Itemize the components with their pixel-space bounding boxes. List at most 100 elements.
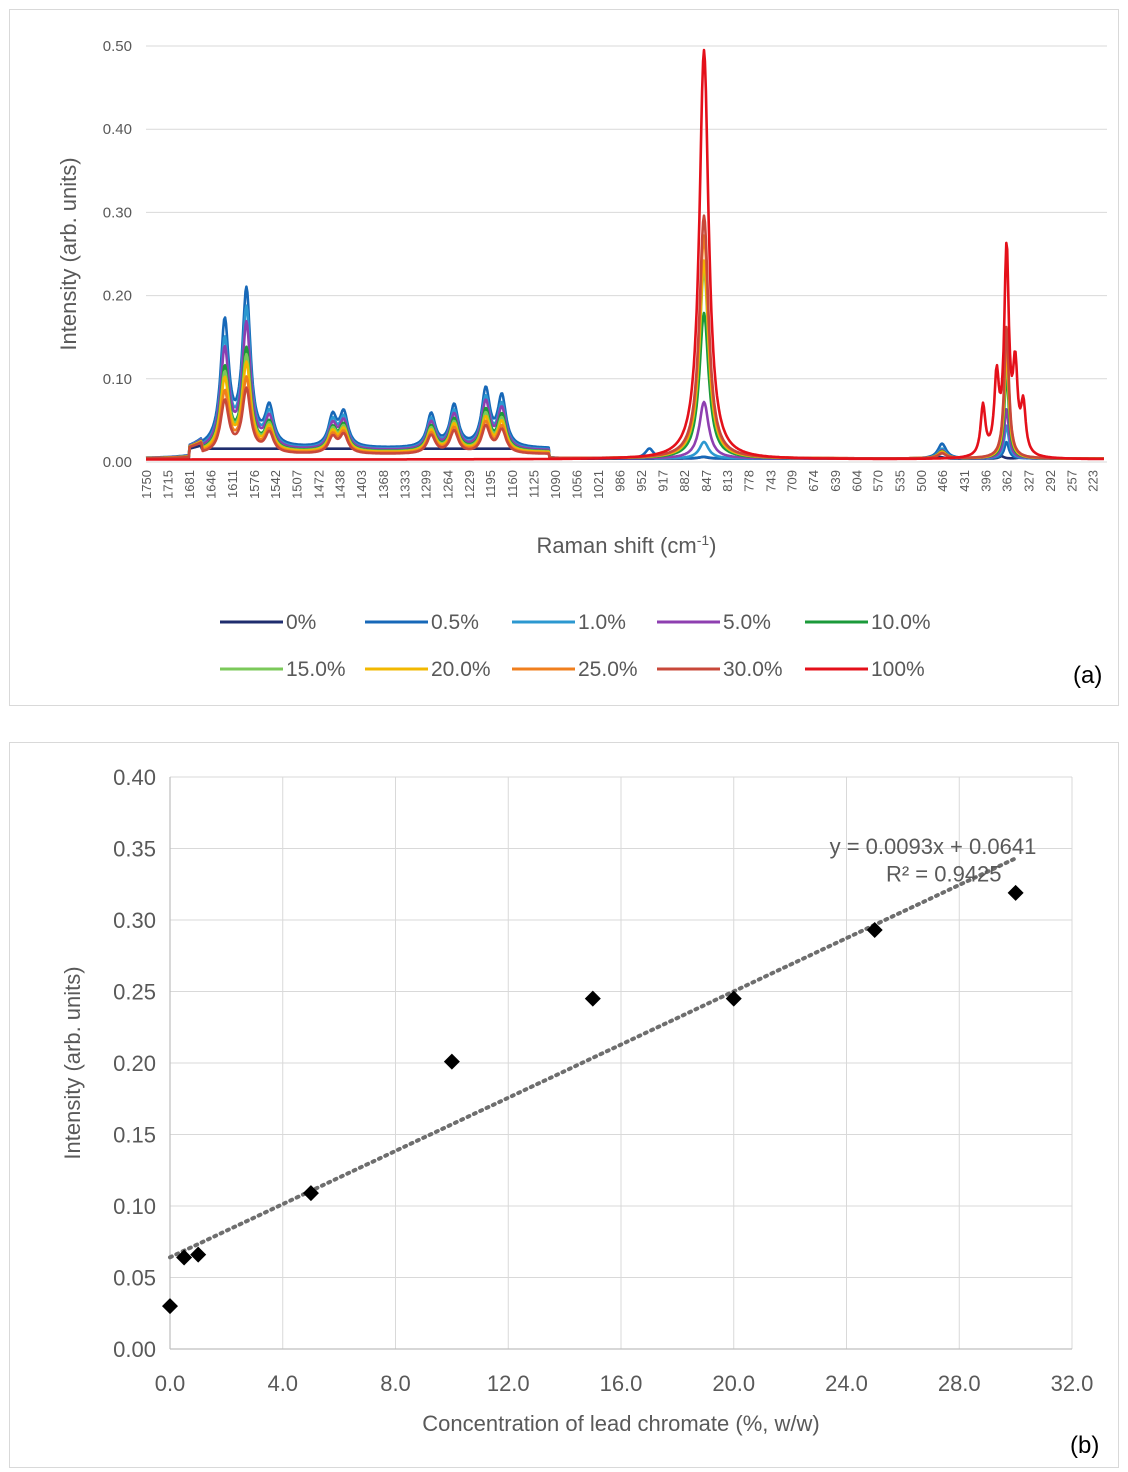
calibration-scatter-chart: 0.0 4.0 8.0 12.0 16.0 20.0 24.0 28.0 32.0 0.00 0.0… xyxy=(60,765,1093,1436)
spectrum-line-10_0pct xyxy=(145,311,1105,460)
spectrum-line-1_0pct xyxy=(145,304,1105,460)
x-tick-label: 1299 xyxy=(419,470,434,499)
x-tick-label: 16.0 xyxy=(600,1371,643,1396)
legend-label: 20.0% xyxy=(431,658,491,681)
x-axis-title: Concentration of lead chromate (%, w/w) xyxy=(422,1411,819,1436)
x-tick-label: 362 xyxy=(1000,470,1015,492)
x-tick-label: 1611 xyxy=(225,470,240,498)
calibration-panel: 0.0 4.0 8.0 12.0 16.0 20.0 24.0 28.0 32.0 0.00 0.0… xyxy=(9,742,1119,1468)
x-tick-label: 570 xyxy=(871,470,886,492)
y-tick-label: 0.15 xyxy=(113,1123,156,1148)
x-tick-label: 1090 xyxy=(548,470,563,499)
x-tick-label: 1264 xyxy=(440,470,455,499)
x-tick-label: 1195 xyxy=(483,470,498,498)
x-tick-label: 1507 xyxy=(290,470,305,499)
spectrum-line-100pct xyxy=(145,48,1105,461)
x-tick-label: 327 xyxy=(1021,470,1036,492)
x-tick-label: 1681 xyxy=(182,470,197,499)
data-point-marker xyxy=(190,1246,207,1263)
x-axis-title: Raman shift (cm-1) xyxy=(537,532,717,558)
x-tick-label: 24.0 xyxy=(825,1371,868,1396)
trendline-r2: R² = 0.9425 xyxy=(886,861,1002,886)
panel-label-a: (a) xyxy=(1073,662,1103,689)
spectrum-line-0_5pct xyxy=(145,285,1105,460)
x-tick-label: 4.0 xyxy=(267,1371,298,1396)
spectrum-line-25_0pct xyxy=(145,234,1105,460)
raman-spectra-chart: 0.00 0.10 0.20 0.30 0.40 0.50 1750 1715 1681 1646… xyxy=(56,38,1107,681)
x-tick-label: 986 xyxy=(613,470,628,492)
x-tick-label: 1403 xyxy=(354,470,369,499)
x-tick-label: 500 xyxy=(914,470,929,492)
y-tick-label: 0.30 xyxy=(103,204,132,221)
y-tick-label: 0.50 xyxy=(103,38,132,55)
y-tick-label: 0.40 xyxy=(113,765,156,790)
x-tick-label: 1576 xyxy=(247,470,262,499)
y-axis-title: Intensity (arb. units) xyxy=(56,157,81,350)
y-tick-label: 0.30 xyxy=(113,908,156,933)
x-tick-label: 20.0 xyxy=(712,1371,755,1396)
x-tick-label: 778 xyxy=(742,470,757,492)
y-tick-label: 0.35 xyxy=(113,837,156,862)
data-point-marker xyxy=(302,1185,319,1202)
x-tick-label: 813 xyxy=(720,470,735,492)
x-tick-label: 1750 xyxy=(139,470,154,499)
x-tick-label: 1542 xyxy=(268,470,283,499)
data-point-marker xyxy=(1007,884,1024,901)
trendline-equation: y = 0.0093x + 0.0641 xyxy=(830,834,1037,859)
y-tick-label: 0.00 xyxy=(113,1337,156,1362)
x-tick-label: 1368 xyxy=(376,470,391,499)
x-tick-label: 1333 xyxy=(398,470,413,499)
x-tick-label: 1021 xyxy=(591,470,606,499)
x-tick-label: 292 xyxy=(1043,470,1058,492)
spectrum-line-5_0pct xyxy=(145,319,1105,460)
x-tick-label: 674 xyxy=(806,470,821,492)
legend-label: 15.0% xyxy=(286,658,346,681)
x-tick-label: 257 xyxy=(1065,470,1080,492)
spectrum-line-15_0pct xyxy=(145,267,1105,460)
data-point-marker xyxy=(725,990,742,1007)
y-tick-label: 0.25 xyxy=(113,980,156,1005)
data-point-marker xyxy=(584,990,601,1007)
y-tick-label: 0.10 xyxy=(113,1194,156,1219)
y-axis-title: Intensity (arb. units) xyxy=(60,966,85,1159)
legend-label: 1.0% xyxy=(578,611,626,634)
x-tick-label: 1125 xyxy=(527,470,542,498)
x-tick-label: 743 xyxy=(763,470,778,492)
x-tick-label: 535 xyxy=(892,470,907,492)
x-tick-label: 431 xyxy=(957,470,972,492)
x-tick-label: 8.0 xyxy=(380,1371,411,1396)
legend-label: 30.0% xyxy=(723,658,783,681)
x-tick-label: 1229 xyxy=(462,470,477,499)
x-tick-label: 952 xyxy=(634,470,649,492)
legend-label: 5.0% xyxy=(723,611,771,634)
panel-label-b: (b) xyxy=(1070,1432,1100,1459)
x-tick-label: 396 xyxy=(978,470,993,492)
x-tick-label: 917 xyxy=(655,470,670,492)
x-tick-label: 1438 xyxy=(332,470,347,499)
legend-label: 100% xyxy=(871,658,925,681)
legend-label: 25.0% xyxy=(578,658,638,681)
x-tick-label: 709 xyxy=(784,470,799,492)
x-axis-title-close: ) xyxy=(709,533,716,558)
x-tick-label: 604 xyxy=(850,470,865,492)
legend-label: 0.5% xyxy=(431,611,479,634)
data-point-marker xyxy=(866,922,883,939)
spectra-panel: 0.00 0.10 0.20 0.30 0.40 0.50 1750 1715 1681 1646… xyxy=(9,9,1119,706)
x-tick-label: 847 xyxy=(699,470,714,492)
x-tick-label: 12.0 xyxy=(487,1371,530,1396)
x-tick-label: 223 xyxy=(1086,470,1101,492)
y-tick-label: 0.00 xyxy=(103,454,132,471)
y-tick-label: 0.20 xyxy=(103,288,132,305)
y-tick-label: 0.10 xyxy=(103,371,132,388)
data-point-marker xyxy=(443,1053,460,1070)
x-tick-label: 882 xyxy=(677,470,692,492)
x-tick-label: 639 xyxy=(828,470,843,492)
x-tick-label: 1472 xyxy=(311,470,326,499)
x-axis-title-main: Raman shift (cm xyxy=(537,533,697,558)
x-axis-title-sup: -1 xyxy=(697,532,710,548)
data-point-marker xyxy=(176,1249,193,1266)
y-tick-label: 0.05 xyxy=(113,1266,156,1291)
x-tick-label: 1160 xyxy=(505,470,520,498)
y-tick-label: 0.40 xyxy=(103,121,132,138)
x-tick-label: 466 xyxy=(935,470,950,492)
